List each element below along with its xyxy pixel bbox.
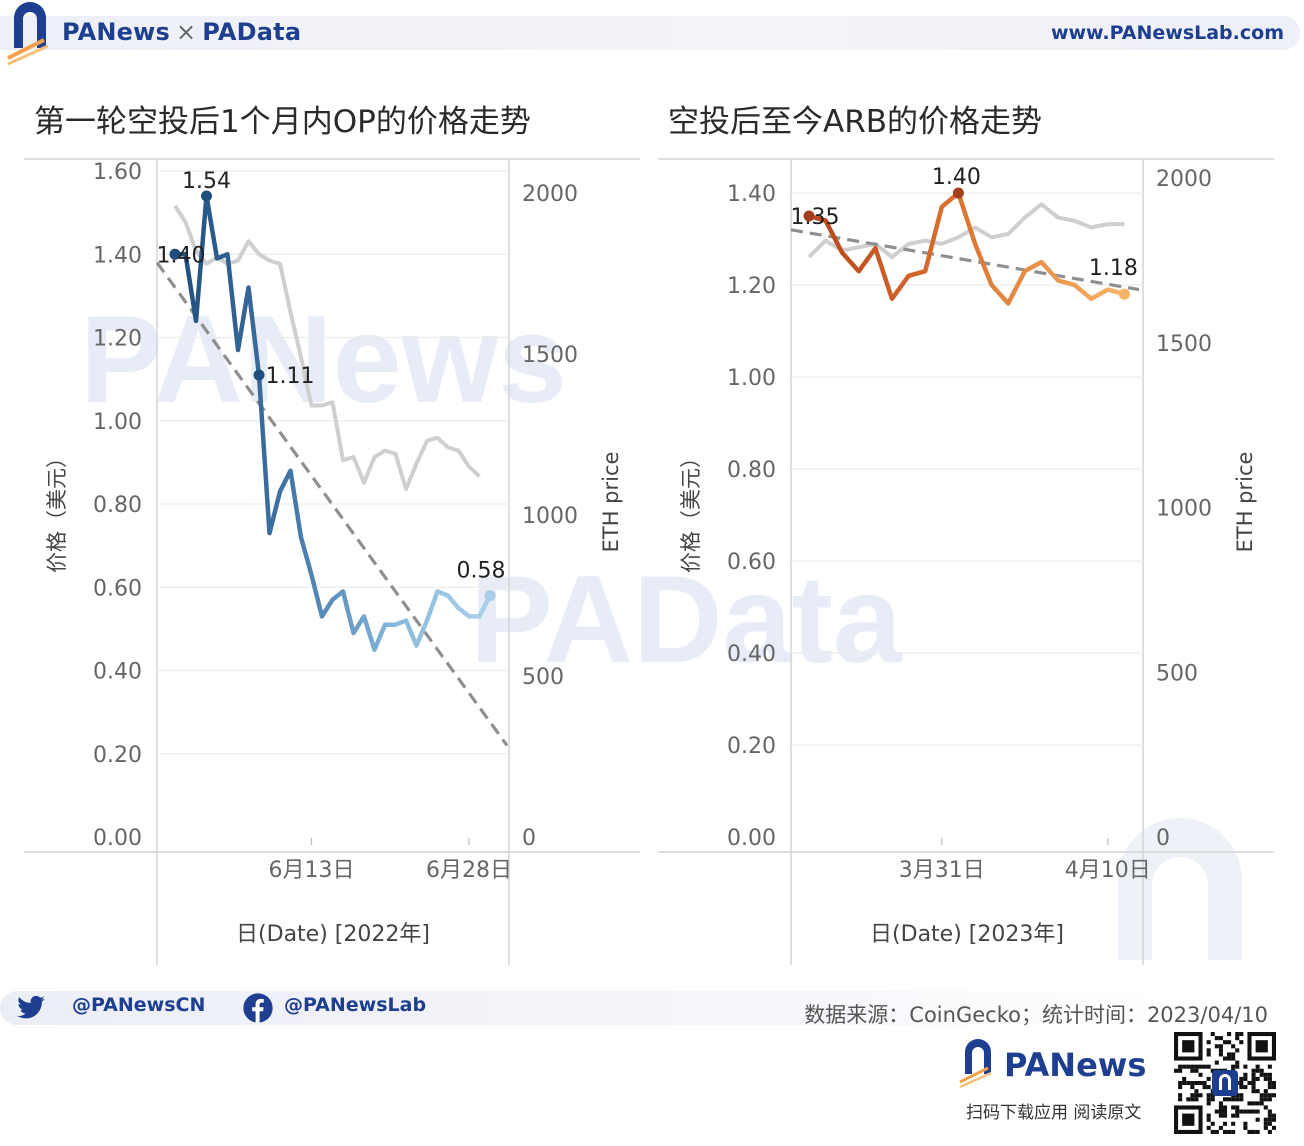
- arb-y-tick-label: 0.60: [727, 550, 776, 575]
- op-y2-tick-label: 2000: [522, 182, 578, 207]
- twitter-icon[interactable]: [14, 993, 48, 1023]
- footer-band: [0, 991, 1160, 1025]
- bottom-logo-icon: [959, 1039, 992, 1088]
- arb-panel-frame: [658, 158, 1274, 965]
- arb-y-tick-label: 1.00: [727, 366, 776, 391]
- facebook-icon[interactable]: [242, 992, 274, 1024]
- arb-price-marker: [952, 187, 964, 199]
- brand-separator: ×: [175, 18, 197, 46]
- arb-y-tick-label: 0.40: [727, 642, 776, 667]
- op-chart: 0.00 0.20 0.40 0.60 0.80 1.00 1.20 1.40 1.60 0 500…: [93, 160, 578, 883]
- watermark-padata: PAData: [470, 551, 903, 689]
- op-data-label: 0.58: [457, 559, 506, 584]
- op-y2-tick-label: 1500: [522, 343, 578, 368]
- chart-title-op: 第一轮空投后1个月内OP的价格走势: [34, 104, 531, 140]
- op-price-marker: [201, 190, 212, 202]
- arb-eth-line: [807, 202, 1125, 260]
- op-price-line: [175, 193, 493, 652]
- arb-ylabel: 价格（美元）: [679, 447, 703, 573]
- op-y-tick-label: 0.00: [93, 826, 142, 851]
- brand-title: PANews × PAData: [62, 18, 301, 46]
- arb-y2-tick-label: 1500: [1156, 332, 1212, 357]
- op-y-tick-label: 1.00: [93, 410, 142, 435]
- arb-data-label: 1.18: [1089, 256, 1138, 281]
- watermark-panews: PANews: [80, 291, 567, 429]
- op-y2label: ETH price: [599, 452, 623, 553]
- brand-right: PAData: [202, 18, 302, 46]
- op-data-label: 1.11: [266, 364, 315, 389]
- op-y-tick-label: 0.80: [93, 493, 142, 518]
- op-y-tick-label: 0.60: [93, 576, 142, 601]
- arb-price-marker: [1118, 288, 1130, 300]
- site-url-link[interactable]: www.PANewsLab.com: [1050, 22, 1284, 44]
- arb-price-line: [808, 190, 1126, 306]
- op-y-tick-label: 1.20: [93, 327, 142, 352]
- watermark-logo-icon: [1118, 818, 1242, 960]
- arb-y2-tick-label: 0: [1156, 826, 1170, 851]
- arb-data-label: 1.40: [932, 165, 981, 190]
- op-trend-line: [155, 261, 509, 747]
- op-xlabel: 日(Date) [2022年]: [236, 922, 430, 947]
- op-price-marker: [484, 590, 496, 602]
- arb-y2label: ETH price: [1233, 452, 1257, 553]
- op-eth-line: [173, 204, 481, 492]
- arb-price-marker: [803, 210, 815, 222]
- op-y2-tick-label: 0: [522, 826, 536, 851]
- op-y-tick-label: 1.60: [93, 160, 142, 185]
- header-band: [0, 16, 1300, 50]
- arb-y2-tick-label: 500: [1156, 661, 1198, 686]
- arb-y-tick-label: 1.40: [727, 182, 776, 207]
- arb-y-tick-label: 1.20: [727, 274, 776, 299]
- op-price-marker: [169, 248, 181, 260]
- twitter-handle[interactable]: @PANewsCN: [72, 994, 206, 1016]
- panews-logo-icon: [7, 2, 49, 66]
- op-y2-tick-label: 500: [522, 665, 564, 690]
- op-panel-frame: [24, 158, 640, 965]
- brand-left: PANews: [62, 18, 170, 46]
- op-data-label: 1.54: [182, 169, 231, 194]
- arb-y-tick-label: 0.20: [727, 734, 776, 759]
- qr-code-icon[interactable]: [1174, 1032, 1276, 1134]
- arb-y-tick-label: 0.80: [727, 458, 776, 483]
- op-y-tick-label: 0.20: [93, 743, 142, 768]
- chart-title-arb: 空投后至今ARB的价格走势: [668, 104, 1043, 140]
- arb-y-tick-label: 0.00: [727, 826, 776, 851]
- op-y-tick-label: 1.40: [93, 243, 142, 268]
- arb-y2-tick-label: 1000: [1156, 497, 1212, 522]
- op-data-label: 1.40: [157, 243, 206, 268]
- op-x-tick-label: 6月28日: [426, 858, 512, 883]
- arb-chart: 0.00 0.20 0.40 0.60 0.80 1.00 1.20 1.40 0 500 1000…: [727, 165, 1212, 883]
- op-y2-tick-label: 1000: [522, 504, 578, 529]
- arb-data-label: 1.35: [791, 205, 840, 230]
- bottom-brand-name: PANews: [1004, 1046, 1147, 1084]
- op-y-tick-label: 0.40: [93, 660, 142, 685]
- arb-xlabel: 日(Date) [2023年]: [870, 922, 1064, 947]
- op-ylabel: 价格（美元）: [45, 447, 69, 573]
- arb-x-tick-label: 3月31日: [899, 858, 985, 883]
- op-x-tick-label: 6月13日: [269, 858, 355, 883]
- arb-y2-tick-label: 2000: [1156, 167, 1212, 192]
- bottom-caption: 扫码下载应用 阅读原文: [966, 1103, 1142, 1123]
- facebook-handle[interactable]: @PANewsLab: [284, 994, 427, 1016]
- op-price-marker: [253, 369, 265, 381]
- arb-x-tick-label: 4月10日: [1065, 858, 1151, 883]
- data-source-note: 数据来源：CoinGecko；统计时间：2023/04/10: [804, 1003, 1268, 1027]
- arb-trend-line: [790, 228, 1140, 292]
